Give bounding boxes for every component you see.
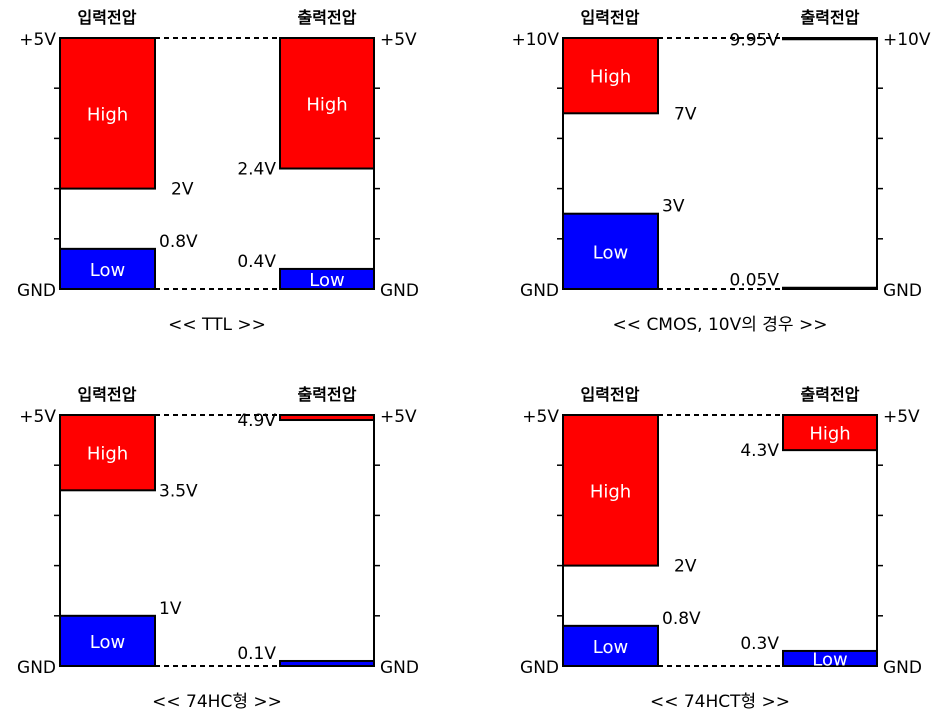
ground-label-left: GND: [17, 281, 56, 301]
output-high-threshold-label: 9.95V: [730, 30, 780, 50]
input-high-threshold-label: 7V: [674, 104, 697, 124]
input-high-text: High: [87, 104, 128, 125]
input-voltage-header: 입력전압: [581, 385, 640, 404]
input-voltage-header: 입력전압: [78, 385, 137, 404]
input-low-text: Low: [90, 632, 125, 653]
input-low-region: [562, 624, 659, 668]
input-high-text: High: [87, 444, 128, 465]
output-high-threshold-label: 4.3V: [740, 441, 779, 461]
panel-caption: << 74HCT형 >>: [650, 692, 790, 711]
output-low-text: Low: [812, 649, 847, 670]
output-low-region: [782, 286, 878, 290]
top-rail-label-left: +10V: [511, 30, 559, 50]
top-rail-label-right: +5V: [380, 407, 417, 427]
ground-label-right: GND: [883, 281, 922, 301]
input-low-threshold-label: 3V: [662, 197, 685, 217]
input-low-region: [562, 212, 659, 290]
panel-4: 입력전압 출력전압 +5V +5V GND GND High Low 2V 0.8V High Low…: [520, 385, 922, 711]
output-high-threshold-label: 4.9V: [237, 411, 276, 431]
ground-label-right: GND: [380, 281, 419, 301]
ground-label-left: GND: [520, 281, 559, 301]
panel-caption: << TTL >>: [168, 315, 266, 335]
output-voltage-header: 출력전압: [801, 385, 860, 404]
output-low-threshold-label: 0.4V: [237, 252, 276, 272]
input-high-region: [562, 414, 659, 567]
input-high-text: High: [590, 481, 631, 502]
output-low-region: [782, 649, 878, 668]
output-high-region: [782, 414, 878, 452]
ground-label-left: GND: [17, 658, 56, 678]
output-low-text: Low: [309, 270, 344, 291]
output-low-threshold-label: 0.1V: [237, 644, 276, 664]
input-voltage-header: 입력전압: [78, 8, 137, 27]
input-low-threshold-label: 0.8V: [662, 609, 701, 629]
input-high-region: [59, 414, 156, 492]
input-low-region: [59, 247, 156, 290]
panel-caption: << CMOS, 10V의 경우 >>: [613, 315, 828, 335]
top-rail-label-right: +5V: [883, 407, 920, 427]
input-low-threshold-label: 1V: [159, 599, 182, 619]
output-low-region: [279, 659, 375, 667]
output-high-region: [279, 37, 375, 170]
top-rail-label-right: +10V: [883, 30, 931, 50]
top-rail-label-left: +5V: [522, 407, 559, 427]
input-high-text: High: [590, 67, 631, 88]
panel-1: 입력전압 출력전압 +5V +5V GND GND High Low 2V 0.8V High Low…: [17, 8, 419, 335]
output-low-threshold-label: 0.05V: [730, 271, 780, 291]
output-low-threshold-label: 0.3V: [740, 634, 779, 654]
ground-label-left: GND: [520, 658, 559, 678]
panel-caption: << 74HC형 >>: [152, 692, 282, 711]
panel-2: 입력전압 출력전압 +10V +10V GND GND High Low 7V 3V 9.95V 0.…: [511, 8, 930, 335]
input-high-threshold-label: 2V: [171, 180, 194, 200]
panel-3: 입력전압 출력전압 +5V +5V GND GND High Low 3.5V 1V 4.9V 0.1…: [17, 385, 419, 711]
output-high-region: [279, 414, 375, 422]
input-high-threshold-label: 2V: [674, 557, 697, 577]
input-high-region: [59, 37, 156, 190]
top-rail-label-right: +5V: [380, 30, 417, 50]
input-high-threshold-label: 3.5V: [159, 481, 198, 501]
ground-label-right: GND: [883, 658, 922, 678]
output-high-text: High: [306, 94, 347, 115]
output-high-threshold-label: 2.4V: [237, 160, 276, 180]
ground-label-right: GND: [380, 658, 419, 678]
output-voltage-header: 출력전압: [801, 8, 860, 27]
input-voltage-header: 입력전압: [581, 8, 640, 27]
output-high-region: [782, 37, 878, 41]
input-low-threshold-label: 0.8V: [159, 232, 198, 252]
output-voltage-header: 출력전압: [298, 385, 357, 404]
input-low-text: Low: [593, 637, 628, 658]
input-low-region: [59, 614, 156, 667]
output-low-region: [279, 267, 375, 291]
input-high-region: [562, 37, 659, 115]
top-rail-label-left: +5V: [19, 407, 56, 427]
input-low-text: Low: [90, 260, 125, 281]
output-voltage-header: 출력전압: [298, 8, 357, 27]
top-rail-label-left: +5V: [19, 30, 56, 50]
output-high-text: High: [809, 424, 850, 445]
input-low-text: Low: [593, 242, 628, 263]
